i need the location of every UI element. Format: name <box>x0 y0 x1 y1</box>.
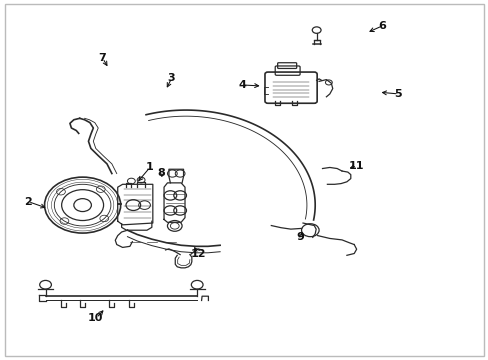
Text: 10: 10 <box>88 313 103 323</box>
Text: 3: 3 <box>167 73 175 83</box>
Text: 7: 7 <box>98 53 106 63</box>
Text: 12: 12 <box>190 248 205 258</box>
Text: 4: 4 <box>238 80 245 90</box>
Text: 5: 5 <box>393 89 401 99</box>
Text: 11: 11 <box>348 161 364 171</box>
Text: 2: 2 <box>23 197 31 207</box>
Text: 6: 6 <box>377 21 385 31</box>
Text: 8: 8 <box>158 168 165 178</box>
Text: 9: 9 <box>296 232 304 242</box>
Text: 1: 1 <box>145 162 153 172</box>
